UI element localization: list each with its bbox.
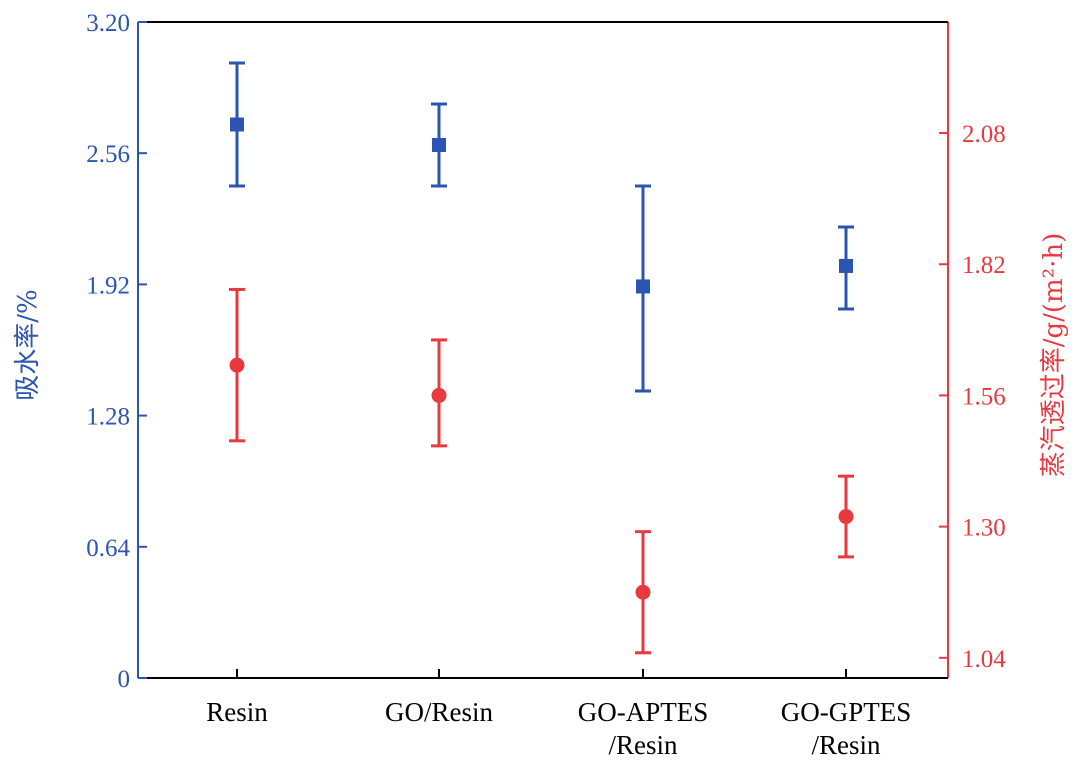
- data-point-square: [432, 138, 446, 152]
- left-y-axis: 0 0.64 1.28 1.92 2.56 3.20: [86, 10, 147, 693]
- right-y-axis: 1.04 1.30 1.56 1.82 2.08: [939, 121, 1006, 673]
- data-point-circle: [229, 357, 245, 373]
- left-tick-label: 2.56: [86, 141, 130, 168]
- data-point-circle: [431, 387, 447, 403]
- right-tick-label: 1.04: [962, 646, 1006, 673]
- data-point-square: [839, 258, 853, 273]
- x-tick-label: Resin: [206, 697, 268, 727]
- data-point-square: [636, 279, 650, 294]
- plot-frame: [137, 21, 949, 679]
- right-tick-label: 1.56: [962, 383, 1006, 410]
- left-axis-title: 吸水率/%: [13, 289, 43, 400]
- x-tick-label: /Resin: [608, 730, 678, 760]
- series-vapor-transmission: [229, 287, 854, 655]
- left-tick-label: 0: [118, 666, 131, 693]
- x-tick-label: GO-GPTES: [781, 697, 912, 727]
- x-tick-label: GO-APTES: [578, 697, 709, 727]
- x-tick-label: GO/Resin: [385, 697, 494, 727]
- right-axis-title: 蒸汽透过率/g/(m²·h): [1039, 233, 1069, 478]
- data-point-circle: [635, 584, 651, 600]
- x-tick-label: /Resin: [811, 730, 881, 760]
- data-point-circle: [838, 509, 854, 525]
- data-point-square: [230, 117, 244, 132]
- series-layer: [229, 61, 854, 655]
- series-water-absorption: [229, 61, 854, 393]
- left-tick-label: 3.20: [86, 10, 130, 37]
- left-tick-label: 1.92: [86, 272, 130, 299]
- right-tick-label: 2.08: [962, 121, 1006, 148]
- left-tick-label: 0.64: [86, 535, 130, 562]
- right-tick-label: 1.82: [962, 252, 1006, 279]
- left-tick-label: 1.28: [86, 404, 130, 431]
- right-tick-label: 1.30: [962, 515, 1006, 542]
- x-axis: Resin GO/Resin GO-APTES/ResinGO-GPTES/Resi…: [206, 669, 911, 760]
